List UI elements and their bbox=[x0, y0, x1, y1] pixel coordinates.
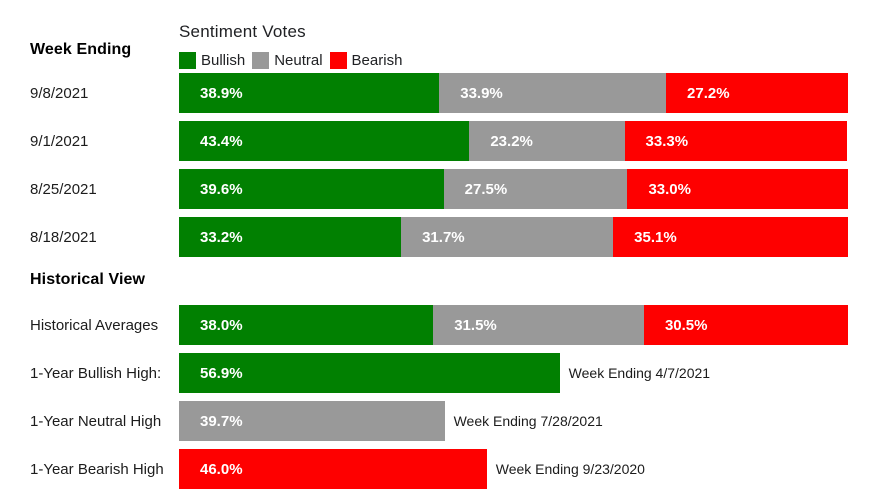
segment-value-label: 39.7% bbox=[200, 412, 243, 430]
bullish-segment: 33.2% bbox=[179, 217, 402, 257]
chart-row: Historical Averages 38.0% 31.5% 30.5% bbox=[0, 305, 873, 345]
segment-value-label: 33.3% bbox=[645, 132, 689, 150]
chart-title: Sentiment Votes bbox=[179, 22, 306, 41]
historical-view-heading: Historical View bbox=[30, 271, 146, 288]
segment-value-label: 27.5% bbox=[464, 180, 508, 198]
neutral-segment: 23.2% bbox=[469, 121, 625, 161]
bullish-segment: 38.9% bbox=[179, 73, 440, 113]
segment-value-label: 56.9% bbox=[200, 364, 243, 382]
segment-value-label: 38.9% bbox=[200, 84, 243, 102]
row-label: 9/1/2021 bbox=[30, 132, 89, 150]
segment-value-label: 39.6% bbox=[200, 180, 243, 198]
chart-row: 9/1/2021 43.4% 23.2% 33.3% bbox=[0, 121, 873, 161]
stacked-bar: 38.9% 33.9% 27.2% bbox=[179, 73, 848, 113]
week-ending-heading: Week Ending bbox=[30, 41, 132, 58]
segment-value-label: 27.2% bbox=[687, 84, 730, 102]
chart-legend: Bullish Neutral Bearish bbox=[179, 51, 409, 69]
segment-value-label: 46.0% bbox=[200, 460, 243, 478]
row-label: 1-Year Bullish High: bbox=[30, 364, 162, 382]
legend-item-bearish: Bearish bbox=[329, 51, 403, 69]
segment-value-label: 30.5% bbox=[664, 316, 708, 334]
bearish-segment: 33.3% bbox=[624, 121, 848, 161]
bearish-segment: 27.2% bbox=[666, 73, 848, 113]
chart-row: 8/18/2021 33.2% 31.7% 35.1% bbox=[0, 217, 873, 257]
segment-value-label: 23.2% bbox=[490, 132, 533, 150]
bullish-swatch-icon bbox=[179, 51, 196, 69]
bearish-segment: 33.0% bbox=[627, 169, 848, 209]
row-label: 1-Year Neutral High bbox=[30, 412, 162, 430]
legend-label: Neutral bbox=[274, 51, 323, 69]
segment-value-label: 33.2% bbox=[200, 228, 243, 246]
neutral-swatch-icon bbox=[252, 51, 270, 69]
stacked-bar: 38.0% 31.5% 30.5% bbox=[179, 305, 848, 345]
neutral-segment: 39.7% bbox=[179, 401, 445, 441]
chart-row: 1-Year Bearish High 46.0% Week Ending 9/… bbox=[0, 449, 873, 489]
single-bar: 46.0% Week Ending 9/23/2020 bbox=[179, 449, 848, 489]
neutral-segment: 33.9% bbox=[439, 73, 667, 113]
neutral-segment: 31.7% bbox=[401, 217, 614, 257]
bullish-segment: 38.0% bbox=[179, 305, 434, 345]
neutral-segment: 27.5% bbox=[443, 169, 628, 209]
legend-item-bullish: Bullish bbox=[179, 51, 246, 69]
legend-item-neutral: Neutral bbox=[252, 51, 323, 69]
segment-value-label: 35.1% bbox=[634, 228, 677, 246]
row-label: 8/18/2021 bbox=[30, 228, 97, 246]
bearish-segment: 46.0% bbox=[179, 449, 487, 489]
bearish-swatch-icon bbox=[329, 51, 347, 69]
segment-value-label: 33.9% bbox=[460, 84, 503, 102]
row-label: 1-Year Bearish High bbox=[30, 460, 164, 478]
legend-label: Bearish bbox=[351, 51, 403, 69]
row-label: Historical Averages bbox=[30, 316, 159, 334]
chart-row: 8/25/2021 39.6% 27.5% 33.0% bbox=[0, 169, 873, 209]
bar-annotation: Week Ending 7/28/2021 bbox=[453, 413, 603, 429]
row-label: 8/25/2021 bbox=[30, 180, 97, 198]
bullish-segment: 39.6% bbox=[179, 169, 444, 209]
stacked-bar: 33.2% 31.7% 35.1% bbox=[179, 217, 848, 257]
single-bar: 39.7% Week Ending 7/28/2021 bbox=[179, 401, 848, 441]
bearish-segment: 30.5% bbox=[643, 305, 848, 345]
bullish-segment: 43.4% bbox=[179, 121, 470, 161]
stacked-bar: 39.6% 27.5% 33.0% bbox=[179, 169, 848, 209]
row-label: 9/8/2021 bbox=[30, 84, 89, 102]
bar-annotation: Week Ending 4/7/2021 bbox=[568, 365, 711, 381]
bar-annotation: Week Ending 9/23/2020 bbox=[495, 461, 645, 477]
stacked-bar: 43.4% 23.2% 33.3% bbox=[179, 121, 848, 161]
single-bar: 56.9% Week Ending 4/7/2021 bbox=[179, 353, 848, 393]
segment-value-label: 31.7% bbox=[422, 228, 465, 246]
chart-row: 1-Year Neutral High 39.7% Week Ending 7/… bbox=[0, 401, 873, 441]
chart-row: 1-Year Bullish High: 56.9% Week Ending 4… bbox=[0, 353, 873, 393]
bearish-segment: 35.1% bbox=[613, 217, 848, 257]
segment-value-label: 38.0% bbox=[200, 316, 243, 334]
neutral-segment: 31.5% bbox=[433, 305, 644, 345]
chart-row: 9/8/2021 38.9% 33.9% 27.2% bbox=[0, 73, 873, 113]
legend-label: Bullish bbox=[201, 51, 246, 69]
segment-value-label: 33.0% bbox=[648, 180, 691, 198]
bullish-segment: 56.9% bbox=[179, 353, 560, 393]
segment-value-label: 43.4% bbox=[200, 132, 243, 150]
segment-value-label: 31.5% bbox=[454, 316, 497, 334]
